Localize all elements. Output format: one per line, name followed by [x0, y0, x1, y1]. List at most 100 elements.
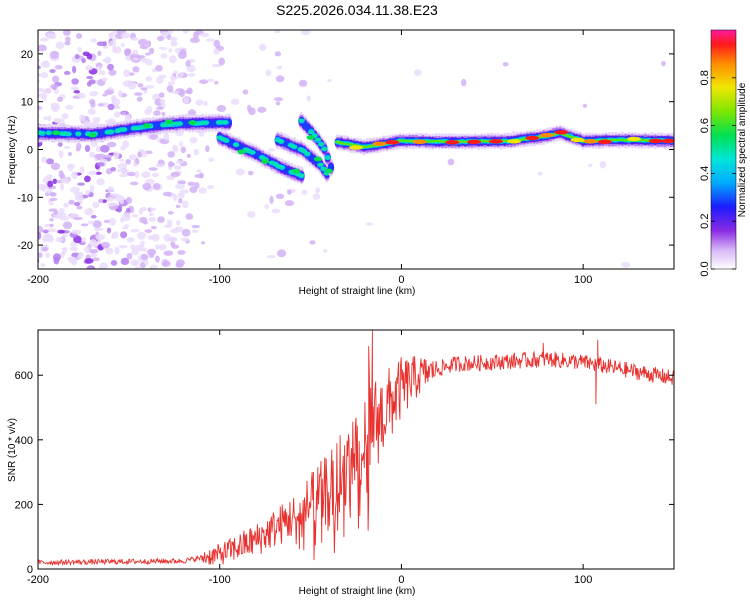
noise-blob	[49, 197, 58, 202]
noise-blob	[661, 60, 666, 67]
noise-blob	[105, 247, 114, 255]
noise-blob	[110, 166, 117, 172]
noise-blob	[208, 157, 214, 162]
noise-blob	[177, 192, 185, 199]
ridge-blob	[29, 130, 35, 137]
noise-blob	[142, 182, 152, 191]
noise-blob	[213, 48, 220, 55]
noise-blob	[86, 75, 94, 80]
noise-blob	[156, 106, 164, 110]
noise-blob	[40, 263, 46, 267]
noise-blob	[101, 77, 108, 82]
noise-blob	[157, 216, 165, 223]
snr-frame	[37, 329, 675, 570]
hot-core	[237, 149, 246, 155]
noise-blob	[60, 251, 65, 259]
noise-blob	[86, 265, 96, 269]
noise-blob	[49, 192, 56, 197]
noise-blob	[122, 226, 129, 230]
noise-blob	[86, 53, 93, 60]
noise-blob	[85, 65, 94, 71]
noise-blob	[187, 72, 196, 77]
noise-blob	[59, 215, 70, 221]
noise-blob	[39, 37, 49, 42]
noise-blob	[46, 174, 53, 179]
hot-core	[648, 138, 663, 144]
noise-blob	[146, 40, 152, 48]
hot-core	[52, 130, 61, 136]
noise-blob	[153, 110, 161, 117]
noise-blob	[128, 154, 137, 161]
colorbar-gradient	[710, 29, 737, 270]
noise-blob	[90, 253, 98, 258]
noise-blob	[47, 115, 52, 122]
noise-blob	[52, 178, 58, 185]
noise-blob	[102, 45, 108, 49]
noise-blob	[89, 151, 96, 158]
noise-blob	[143, 259, 149, 266]
noise-blob	[38, 105, 42, 110]
noise-blob	[167, 151, 176, 158]
hot-core	[570, 137, 585, 143]
snr-xtick-label: 100	[574, 574, 592, 586]
noise-blob	[198, 187, 207, 194]
noise-blob	[40, 72, 48, 79]
noise-blob	[89, 91, 99, 97]
noise-blob	[63, 202, 69, 208]
noise-blob	[139, 45, 149, 49]
noise-blob	[126, 171, 137, 177]
noise-blob	[180, 146, 186, 154]
noise-blob	[158, 46, 168, 51]
noise-blob	[300, 30, 311, 36]
noise-blob	[73, 191, 84, 196]
noise-blob	[106, 227, 112, 234]
ridge-blob	[75, 131, 82, 136]
ridge-blob	[232, 143, 240, 147]
noise-blob	[88, 79, 96, 85]
noise-blob	[167, 210, 174, 215]
noise-blob	[155, 163, 165, 168]
noise-blob	[175, 183, 185, 190]
noise-blob	[96, 178, 105, 186]
noise-blob	[167, 81, 175, 86]
noise-blob	[177, 180, 186, 185]
noise-blob	[537, 171, 543, 176]
noise-blob	[67, 151, 72, 157]
noise-blob	[47, 180, 54, 188]
noise-blob	[61, 212, 67, 216]
noise-blob	[92, 116, 101, 123]
noise-blob	[130, 244, 136, 251]
noise-blob	[247, 170, 254, 176]
noise-blob	[172, 144, 178, 150]
ridge-blob	[308, 130, 315, 135]
noise-blob	[125, 159, 132, 165]
spectrogram-ytick-label: -10	[17, 192, 33, 204]
ridge-blob	[29, 126, 35, 139]
noise-blob	[131, 214, 139, 218]
hot-core	[412, 139, 427, 145]
ridge-blob	[563, 134, 570, 137]
noise-blob	[179, 189, 189, 194]
hot-core	[164, 119, 173, 125]
hot-core	[349, 145, 363, 150]
noise-blob	[55, 41, 65, 50]
noise-blob	[194, 173, 204, 178]
snr-ytick-label: 600	[15, 370, 33, 382]
noise-blob	[119, 174, 128, 178]
noise-blob	[98, 266, 105, 269]
noise-blob	[120, 231, 128, 239]
noise-blob	[186, 153, 191, 159]
noise-blob	[163, 224, 173, 228]
snr-xlabel: Height of straight line (km)	[299, 586, 416, 597]
noise-blob	[151, 233, 160, 242]
noise-blob	[257, 106, 267, 113]
ridge-blob	[321, 147, 328, 151]
noise-blob	[187, 109, 197, 117]
noise-blob	[138, 208, 144, 215]
noise-blob	[158, 92, 165, 98]
hot-core	[445, 140, 460, 145]
noise-blob	[144, 109, 152, 115]
noise-blob	[67, 164, 74, 172]
ridge-blob	[272, 162, 279, 166]
